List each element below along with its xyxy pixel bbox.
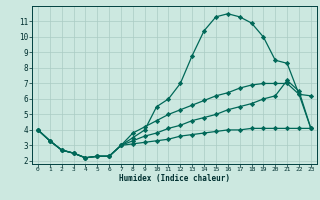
X-axis label: Humidex (Indice chaleur): Humidex (Indice chaleur) [119,174,230,183]
